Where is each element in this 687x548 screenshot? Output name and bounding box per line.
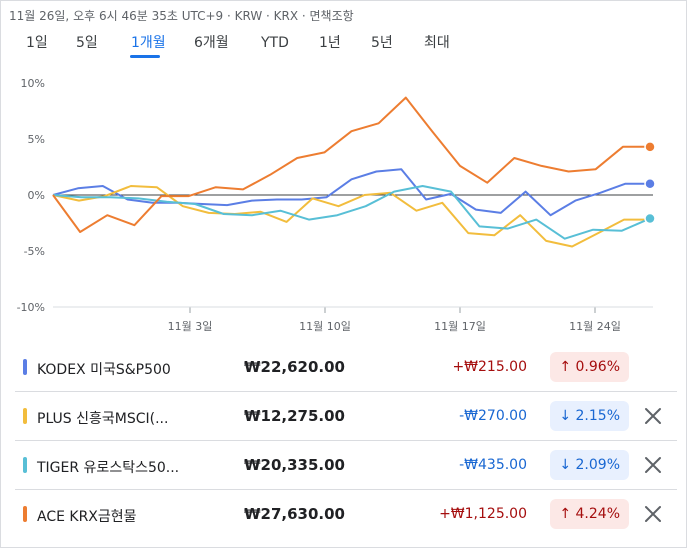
x-tick-label: 11월 17일 <box>434 319 486 333</box>
series-color-swatch <box>23 506 27 522</box>
remove-close-icon[interactable] <box>643 504 663 524</box>
series-line-2 <box>52 185 651 240</box>
comparison-row[interactable]: ACE KRX금현물 ₩27,630.00 +₩1,125.00 ↑ 4.24% <box>15 489 677 538</box>
tab-range-2[interactable]: 1개월 <box>131 35 166 51</box>
series-end-marker-2 <box>644 212 656 225</box>
security-price: ₩20,335.00 <box>243 456 345 474</box>
y-tick-label: 0% <box>28 189 45 202</box>
tab-range-7[interactable]: 최대 <box>424 35 450 51</box>
security-name[interactable]: PLUS 신흥국MSCI(... <box>37 411 169 427</box>
tab-range-4[interactable]: YTD <box>261 35 289 51</box>
security-name[interactable]: TIGER 유로스탁스50... <box>37 460 180 476</box>
price-change: +₩1,125.00 <box>439 506 527 522</box>
active-tab-indicator <box>130 55 160 58</box>
x-tick-label: 11월 10일 <box>299 319 351 333</box>
series-color-swatch <box>23 359 27 375</box>
x-tick-label: 11월 24일 <box>569 319 621 333</box>
comparison-row[interactable]: KODEX 미국S&P500 ₩22,620.00 +₩215.00 ↑ 0.96% <box>15 343 677 391</box>
series-color-swatch <box>23 457 27 473</box>
percent-change-badge: ↓ 2.09% <box>550 450 629 480</box>
security-price: ₩27,630.00 <box>243 505 345 523</box>
y-tick-label: -10% <box>17 301 45 314</box>
remove-close-icon[interactable] <box>643 406 663 426</box>
x-tick-label: 11월 3일 <box>168 319 213 333</box>
security-name[interactable]: ACE KRX금현물 <box>37 509 137 525</box>
chart-meta-info: 11월 26일, 오후 6시 46분 35초 UTC+9 · KRW · KRX… <box>9 9 354 23</box>
percent-change-badge: ↓ 2.15% <box>550 401 629 431</box>
security-price: ₩22,620.00 <box>243 358 345 376</box>
tab-range-6[interactable]: 5년 <box>371 35 393 51</box>
price-change: -₩270.00 <box>459 408 527 424</box>
comparison-line-chart: 11월 3일 11월 10일 11월 17일 11월 24일 10% 5% 0% -5% -10… <box>17 77 656 333</box>
comparison-row[interactable]: PLUS 신흥국MSCI(... ₩12,275.00 -₩270.00 ↓ 2.15… <box>15 391 677 440</box>
comparison-row[interactable]: TIGER 유로스탁스50... ₩20,335.00 -₩435.00 ↓ 2.09… <box>15 440 677 489</box>
percent-change-badge: ↑ 0.96% <box>550 352 629 382</box>
series-line-3 <box>52 96 650 233</box>
series-line-0 <box>52 168 650 217</box>
price-change: -₩435.00 <box>459 457 527 473</box>
comparison-list: KODEX 미국S&P500 ₩22,620.00 +₩215.00 ↑ 0.96% P… <box>15 343 677 538</box>
price-change: +₩215.00 <box>452 359 527 375</box>
tab-range-0[interactable]: 1일 <box>26 35 48 51</box>
range-tabs: 1일 5일 1개월 6개월 YTD 1년 5년 최대 <box>1 33 687 59</box>
series-color-swatch <box>23 408 27 424</box>
tab-range-5[interactable]: 1년 <box>319 35 341 51</box>
security-name[interactable]: KODEX 미국S&P500 <box>37 362 171 378</box>
series-line-1 <box>52 185 650 248</box>
percent-change-badge: ↑ 4.24% <box>550 499 629 529</box>
tab-range-1[interactable]: 5일 <box>76 35 98 51</box>
y-tick-label: -5% <box>24 245 45 258</box>
y-tick-label: 10% <box>21 77 45 90</box>
tab-range-3[interactable]: 6개월 <box>194 35 229 51</box>
remove-close-icon[interactable] <box>643 455 663 475</box>
series-end-marker-0 <box>644 178 656 190</box>
security-price: ₩12,275.00 <box>243 407 345 425</box>
y-tick-label: 5% <box>28 133 45 146</box>
series-end-marker-3 <box>644 141 656 153</box>
